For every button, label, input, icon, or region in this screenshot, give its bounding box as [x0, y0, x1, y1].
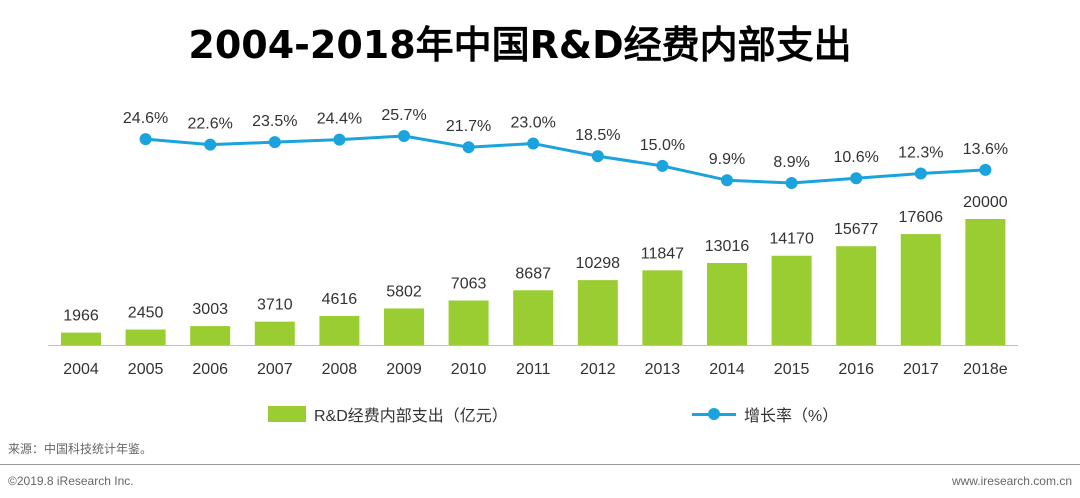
bar-value-label: 13016	[705, 238, 750, 255]
x-tick-label: 2007	[257, 361, 293, 378]
growth-point	[139, 133, 152, 146]
x-tick-label: 2005	[128, 361, 164, 378]
bar	[836, 246, 877, 345]
growth-value-label: 25.7%	[381, 107, 426, 124]
legend-bar-label: R&D经费内部支出（亿元）	[314, 408, 508, 425]
growth-value-label: 18.5%	[575, 127, 620, 144]
bar-value-label: 8687	[515, 265, 551, 282]
x-tick-label: 2010	[451, 361, 487, 378]
chart-title: 2004-2018年中国R&D经费内部支出	[188, 23, 852, 67]
x-tick-label: 2011	[516, 361, 551, 378]
growth-point	[656, 159, 669, 172]
growth-value-label: 24.4%	[317, 111, 362, 128]
legend-item-bar: R&D经费内部支出（亿元）	[268, 402, 508, 426]
x-tick-label: 2004	[63, 361, 99, 378]
growth-point	[204, 138, 217, 151]
bar	[577, 280, 618, 345]
growth-point	[721, 174, 733, 187]
growth-point	[398, 130, 410, 142]
growth-point	[914, 167, 927, 180]
bar	[707, 262, 747, 345]
growth-value-label: 10.6%	[834, 149, 879, 166]
source-note: 来源：中国科技统计年鉴。	[8, 442, 153, 456]
growth-value-label: 23.0%	[511, 115, 556, 132]
bar-value-label: 3003	[192, 301, 228, 318]
bar-value-label: 5802	[386, 283, 422, 300]
x-tick-label: 2006	[192, 361, 228, 378]
legend: R&D经费内部支出（亿元） 增长率（%）	[0, 402, 1080, 426]
copyright-text: ©2019.8 iResearch Inc.	[8, 474, 134, 488]
bar	[190, 326, 231, 345]
website-text: www.iresearch.com.cn	[951, 474, 1072, 488]
growth-value-label: 21.7%	[446, 118, 491, 135]
bar-value-label: 14170	[769, 231, 814, 248]
bar-value-label: 2450	[128, 305, 164, 322]
bar	[642, 270, 683, 345]
x-tick-label: 2009	[386, 361, 422, 378]
growth-point	[850, 172, 863, 185]
bar-value-label: 20000	[963, 194, 1008, 211]
bar	[125, 329, 166, 345]
x-tick-label: 2018e	[963, 361, 1008, 378]
x-tick-label: 2013	[645, 361, 681, 378]
growth-value-label: 8.9%	[773, 154, 809, 171]
growth-value-label: 24.6%	[123, 110, 168, 127]
growth-value-label: 23.5%	[252, 113, 297, 130]
x-tick-label: 2014	[709, 361, 745, 378]
growth-value-label: 12.3%	[898, 144, 943, 161]
x-tick-label: 2016	[838, 361, 874, 378]
growth-line	[145, 134, 986, 185]
bar-value-label: 7063	[451, 276, 487, 293]
x-tick-label: 2015	[774, 361, 810, 378]
bar	[513, 290, 554, 345]
bar-value-label: 1966	[63, 308, 99, 325]
growth-point	[591, 150, 604, 163]
bar	[319, 315, 360, 345]
bar-value-label: 10298	[576, 255, 621, 272]
growth-point	[979, 163, 992, 176]
bar	[900, 234, 941, 345]
legend-bar-swatch	[268, 406, 306, 422]
legend-item-line: 增长率（%）	[692, 402, 838, 426]
growth-value-label: 15.0%	[640, 137, 685, 154]
growth-point	[785, 177, 798, 189]
bar	[771, 255, 812, 345]
bar-value-label: 4616	[322, 291, 358, 308]
bar	[965, 219, 1006, 345]
bar-value-label: 15677	[834, 221, 879, 238]
growth-value-label: 13.6%	[963, 141, 1008, 158]
bar-value-label: 11847	[641, 245, 684, 262]
x-tick-label: 2017	[903, 361, 939, 378]
x-tick-label: 2008	[322, 361, 358, 378]
legend-line-label: 增长率（%）	[744, 408, 839, 425]
bar	[448, 300, 489, 345]
growth-point	[268, 136, 281, 149]
growth-value-label: 9.9%	[709, 151, 745, 168]
bar	[384, 308, 424, 345]
x-tick-label: 2012	[580, 361, 616, 378]
bar-value-label: 3710	[257, 297, 293, 314]
footer-divider	[0, 464, 1080, 465]
growth-point	[527, 137, 540, 150]
bar	[254, 321, 295, 345]
growth-point	[333, 133, 346, 146]
growth-value-label: 22.6%	[188, 116, 233, 133]
bar-value-label: 17606	[899, 209, 944, 226]
legend-line-swatch	[692, 406, 736, 422]
bar	[61, 332, 101, 345]
growth-point	[462, 141, 475, 154]
